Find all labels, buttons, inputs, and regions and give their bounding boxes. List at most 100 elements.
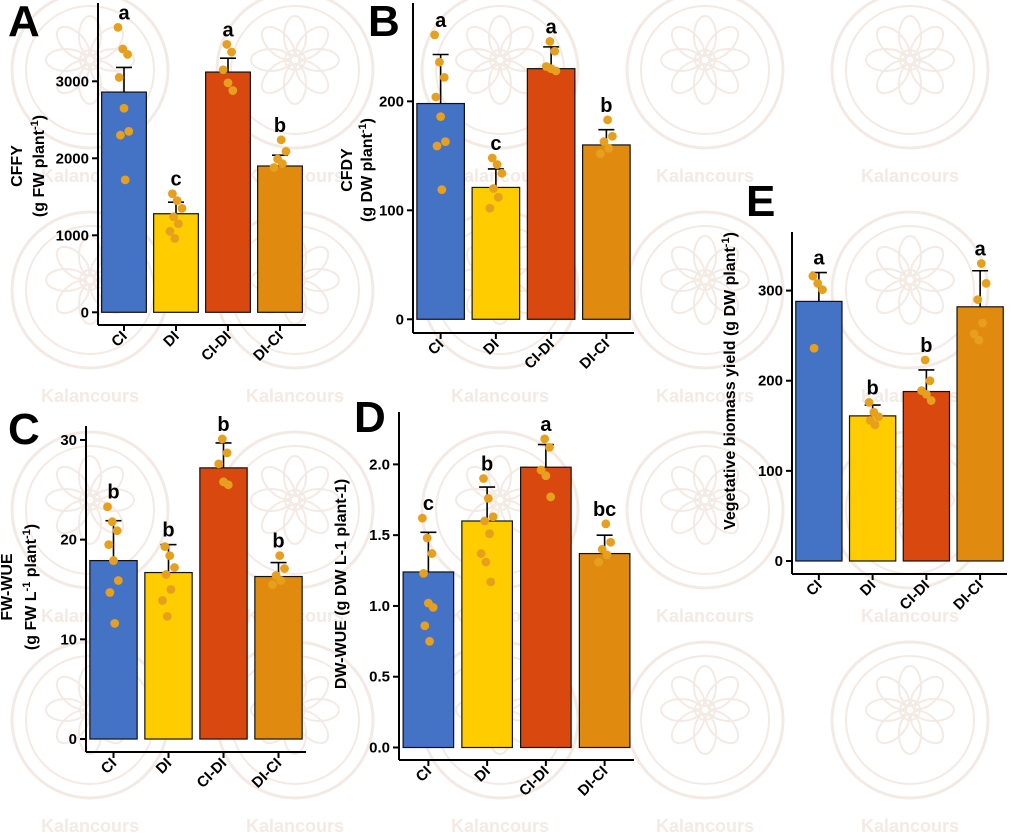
y-tick-label: 10 — [60, 631, 77, 648]
data-point — [218, 65, 228, 75]
data-point — [476, 549, 486, 558]
bar-di — [144, 571, 193, 740]
panel-letter: B — [368, 0, 400, 46]
data-point — [223, 480, 233, 490]
data-point — [119, 103, 129, 113]
data-point — [437, 185, 447, 195]
watermark-text: Kalancours — [451, 816, 549, 836]
data-point — [603, 115, 612, 125]
data-point — [545, 37, 555, 46]
watermark-emblem: Kalancours — [625, 640, 785, 836]
category-label: DI-CI — [950, 577, 987, 614]
y-tick-label: 30 — [60, 432, 77, 449]
data-point — [170, 233, 180, 243]
bar-ci — [89, 559, 138, 740]
watermark-text: Kalancours — [246, 816, 344, 836]
data-point — [813, 278, 823, 288]
data-point — [110, 618, 120, 628]
category-label: CI — [803, 577, 826, 600]
y-axis-title: CFFY — [9, 145, 26, 187]
data-point — [160, 542, 170, 552]
bar-ci — [402, 571, 455, 749]
y-tick-label: 200 — [758, 373, 783, 390]
bar-ci-di — [520, 466, 572, 749]
data-point — [276, 135, 286, 145]
data-point — [486, 577, 496, 587]
data-point — [487, 153, 497, 163]
category-label: CI — [413, 763, 436, 786]
data-point — [435, 57, 444, 67]
bar-di-ci — [582, 144, 631, 320]
significance-letter: a — [540, 414, 552, 436]
data-point — [479, 474, 488, 483]
data-point — [161, 570, 171, 579]
watermark-text: Kalancours — [656, 386, 754, 406]
significance-letter: b — [600, 95, 612, 117]
data-point — [217, 434, 227, 444]
panel-letter: C — [8, 405, 40, 454]
data-point — [174, 219, 183, 229]
significance-letter: a — [222, 19, 234, 41]
data-point — [116, 130, 125, 140]
category-label: DI — [480, 336, 503, 359]
bar-di — [848, 415, 897, 562]
y-axis-title: FW-WUE — [0, 553, 16, 621]
data-point — [427, 549, 437, 558]
watermark-text: Kalancours — [656, 166, 754, 186]
data-point — [974, 335, 984, 345]
watermark-text: Kalancours — [861, 606, 959, 626]
data-point — [268, 580, 277, 589]
data-point — [550, 46, 560, 56]
y-tick-label: 0.5 — [369, 669, 390, 686]
panel-letter: D — [354, 393, 386, 442]
data-point — [419, 568, 428, 578]
data-point — [485, 529, 494, 539]
data-point — [112, 526, 122, 536]
data-point — [222, 39, 232, 49]
data-point — [493, 192, 503, 202]
significance-letter: c — [423, 493, 434, 515]
data-point — [104, 540, 114, 550]
watermark-text: Kalancours — [41, 386, 139, 406]
significance-letter: c — [170, 169, 181, 191]
data-point — [541, 471, 551, 481]
y-tick-label: 0 — [69, 731, 77, 748]
significance-letter: b — [920, 335, 932, 357]
data-point — [921, 389, 931, 399]
data-point — [925, 376, 935, 386]
bar-di — [461, 520, 513, 749]
panel-letter: A — [8, 0, 40, 46]
data-point — [223, 78, 233, 88]
data-point — [874, 412, 884, 422]
data-point — [483, 493, 493, 503]
significance-letter: b — [162, 520, 174, 542]
data-point — [109, 556, 118, 565]
data-point — [441, 137, 450, 147]
data-point — [158, 596, 167, 605]
data-point — [978, 318, 987, 328]
data-point — [165, 551, 175, 560]
y-tick-label: 2.0 — [369, 456, 390, 473]
data-point — [422, 533, 432, 543]
data-point — [280, 564, 289, 573]
bar-ci — [101, 91, 147, 313]
data-point — [113, 23, 123, 32]
y-tick-label: 3000 — [56, 73, 89, 90]
panel-d: D0.00.51.01.52.0cCIbDIaCI-DIbcDI-CIDW-WU… — [333, 393, 634, 800]
significance-letter: b — [107, 482, 119, 504]
data-point — [809, 343, 819, 353]
watermark-text: Kalancours — [246, 386, 344, 406]
data-point — [969, 329, 979, 339]
category-label: CI — [108, 328, 131, 351]
data-point — [439, 72, 449, 82]
category-label: DI-CI — [575, 763, 612, 800]
data-point — [601, 519, 611, 529]
bar-di-ci — [257, 165, 303, 313]
watermark-text: Kalancours — [861, 166, 959, 186]
significance-letter: a — [975, 239, 987, 261]
data-point — [602, 550, 612, 560]
data-point — [431, 92, 441, 102]
data-point — [926, 396, 936, 405]
y-axis-title: CFDY — [339, 148, 356, 192]
